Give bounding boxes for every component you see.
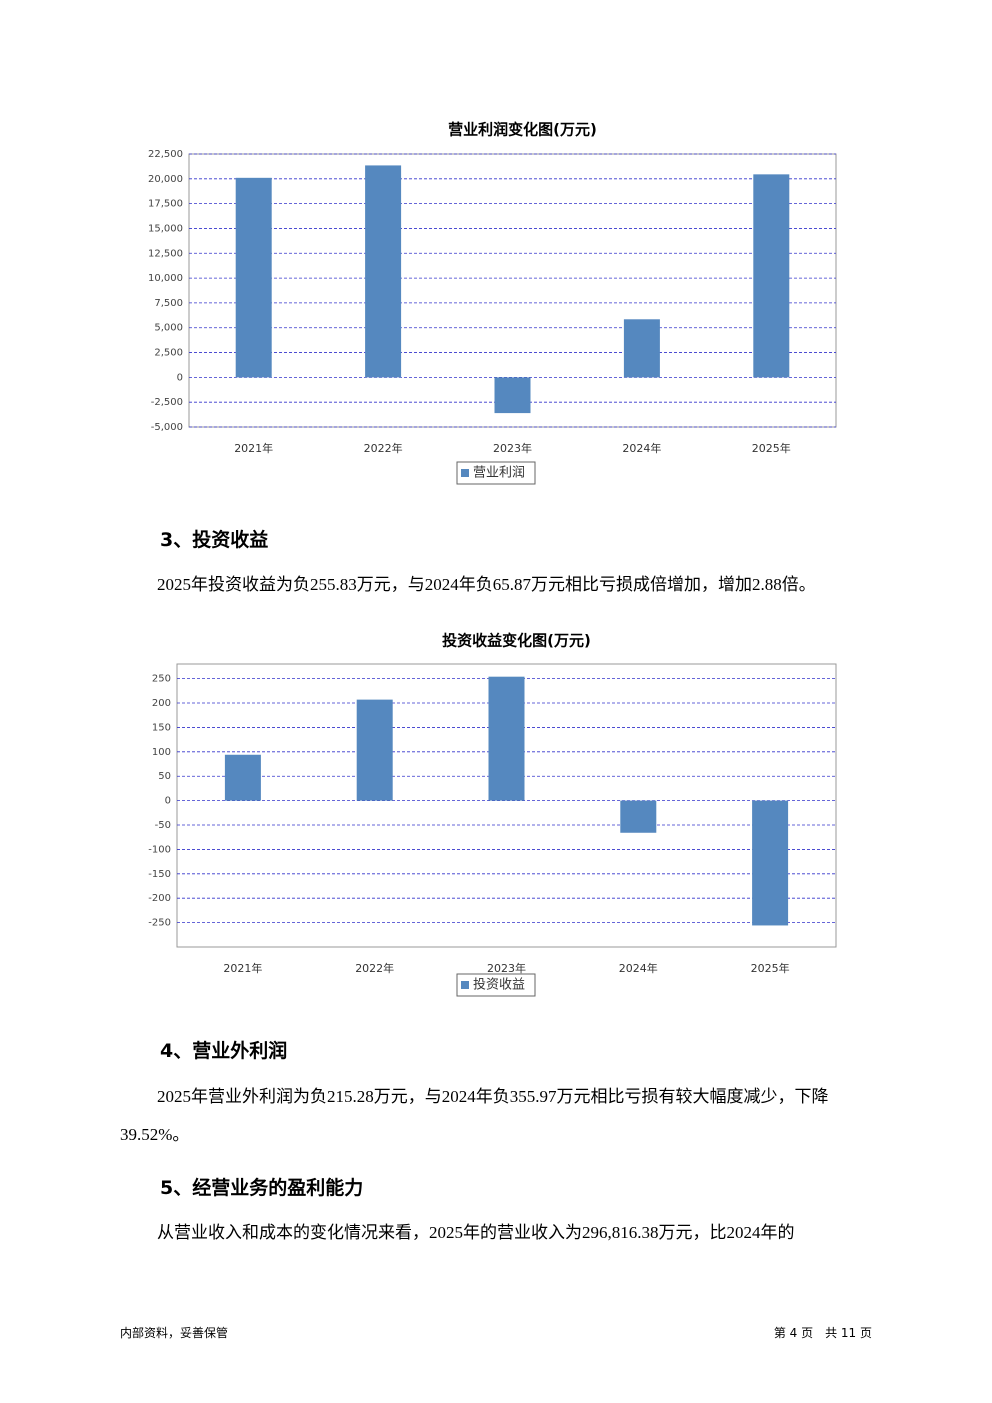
x-tick-label: 2022年 — [364, 441, 403, 455]
x-tick-label: 2023年 — [493, 441, 532, 455]
y-tick-label: 20,000 — [148, 174, 183, 185]
bar — [752, 800, 789, 926]
y-tick-label: 0 — [177, 372, 183, 383]
charts: 营业利润变化图(万元) -5,000 -2,500 0 2,500 5,000 7,500 1… — [148, 121, 837, 997]
footer-left: 内部资料，妥善保管 — [120, 1326, 229, 1340]
footer-right: 第 4 页 共 11 页 — [773, 1326, 872, 1340]
heading: 5、经营业务的盈利能力 — [160, 1177, 364, 1199]
bar — [753, 174, 790, 378]
plot-frame — [188, 153, 837, 428]
y-tick-label: 10,000 — [148, 273, 183, 284]
y-tick-label: -250 — [148, 918, 171, 929]
bar — [224, 754, 261, 801]
x-tick-label: 2021年 — [223, 961, 262, 975]
x-tick-label: 2021年 — [234, 441, 273, 455]
bar — [365, 165, 402, 378]
y-tick-label: 0 — [165, 796, 171, 807]
y-tick-label: 50 — [158, 771, 171, 782]
legend-swatch — [461, 981, 469, 989]
y-tick-label: 5,000 — [154, 323, 183, 334]
chart-title: 投资收益变化图(万元) — [442, 632, 591, 650]
x-tick-label: 2022年 — [355, 961, 394, 975]
y-tick-label: 15,000 — [148, 223, 183, 234]
legend-label: 投资收益 — [473, 977, 525, 993]
chart-title: 营业利润变化图(万元) — [448, 121, 597, 139]
x-tick-label: 2024年 — [622, 441, 661, 455]
legend-swatch — [461, 469, 469, 477]
y-tick-label: 22,500 — [148, 149, 183, 160]
bar — [488, 676, 525, 801]
bar — [620, 800, 657, 833]
y-tick-label: 100 — [152, 747, 171, 758]
bar — [235, 177, 272, 378]
heading: 4、营业外利润 — [160, 1040, 288, 1062]
y-tick-label: -200 — [148, 893, 171, 904]
y-tick-label: 12,500 — [148, 248, 183, 259]
bar — [623, 319, 660, 378]
y-tick-label: 17,500 — [148, 199, 183, 210]
y-tick-label: 150 — [152, 722, 171, 733]
x-tick-label: 2023年 — [487, 961, 526, 975]
legend-box — [456, 461, 536, 485]
x-tick-label: 2024年 — [619, 961, 658, 975]
heading: 3、投资收益 — [160, 529, 269, 551]
y-tick-label: -100 — [148, 844, 171, 855]
bar — [494, 377, 531, 414]
paragraph: 从营业收入和成本的变化情况来看，2025年的营业收入为296,816.38万元，… — [157, 1223, 795, 1242]
paragraph: 2025年营业外利润为负215.28万元，与2024年负355.97万元相比亏损… — [120, 1087, 829, 1144]
legend-label: 营业利润 — [473, 466, 525, 481]
bar — [356, 699, 393, 801]
y-tick-label: -150 — [148, 869, 171, 880]
legend-box — [456, 973, 536, 997]
paragraph: 2025年投资收益为负255.83万元，与2024年负65.87万元相比亏损成倍… — [157, 575, 816, 594]
plot-frame — [176, 663, 837, 948]
y-tick-label: -50 — [155, 820, 171, 831]
x-tick-label: 2025年 — [751, 961, 790, 975]
y-tick-label: 7,500 — [154, 298, 183, 309]
x-tick-label: 2025年 — [752, 441, 791, 455]
y-tick-label: -5,000 — [151, 422, 183, 433]
y-tick-label: 2,500 — [154, 348, 183, 359]
y-tick-label: -2,500 — [151, 397, 183, 408]
y-tick-label: 250 — [152, 674, 171, 685]
y-tick-label: 200 — [152, 698, 171, 709]
